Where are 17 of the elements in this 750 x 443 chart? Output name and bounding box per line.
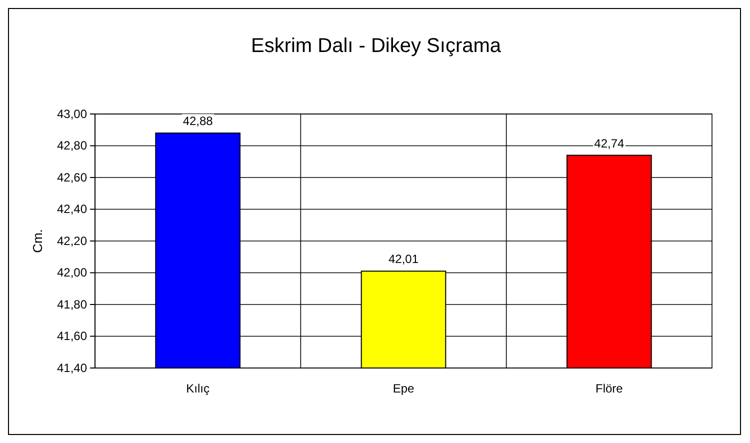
y-tick-label: 41,80 [56, 297, 88, 312]
y-tick-label: 43,00 [56, 106, 88, 121]
data-label: 42,01 [388, 252, 419, 266]
y-axis-title: Cm. [30, 229, 45, 253]
data-label: 42,74 [594, 136, 625, 150]
y-tick-label: 42,20 [56, 234, 88, 248]
chart-title: Eskrim Dalı - Dikey Sıçrama [250, 35, 502, 57]
x-tick-label: Kılıç [186, 382, 210, 396]
y-tick-label: 42,80 [56, 138, 88, 153]
x-tick-label: Flöre [595, 382, 624, 396]
y-tick-label: 42,40 [56, 202, 88, 216]
y-tick-label: 42,00 [56, 266, 88, 280]
data-label: 42,88 [182, 114, 214, 128]
y-tick-label: 42,60 [56, 170, 88, 184]
x-tick-label: Epe [392, 382, 414, 396]
y-tick-label: 41,60 [56, 329, 88, 344]
y-tick-label: 41,40 [56, 360, 88, 375]
